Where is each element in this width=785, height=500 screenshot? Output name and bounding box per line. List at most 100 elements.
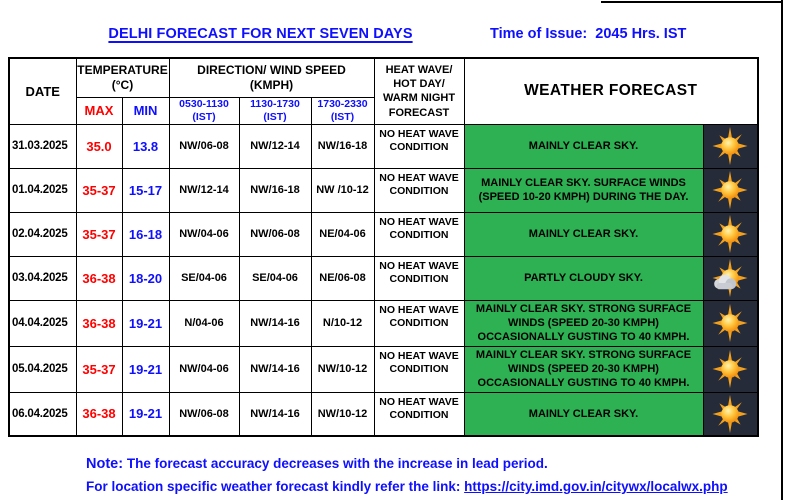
table-row: 02.04.2025 35-37 16-18 NW/04-06 NW/06-08… [8,211,759,257]
forecast-cell: MAINLY CLEAR SKY. STRONG SURFACE WINDS (… [463,299,704,347]
heatwave-cell: NO HEAT WAVE CONDITION [373,345,465,393]
date-cell: 04.04.2025 [8,299,77,347]
note-label: Note: [86,456,124,472]
col-header-wind: DIRECTION/ WIND SPEED (KMPH) [168,57,375,98]
table-row: 04.04.2025 36-38 19-21 N/04-06 NW/14-16 … [8,299,759,347]
sun-icon [710,126,751,167]
date-cell: 31.03.2025 [8,123,77,169]
forecast-cell: MAINLY CLEAR SKY. [463,391,704,437]
page-edge-right-line [781,0,783,500]
wind-cell-evening: N/10-12 [310,299,375,347]
weather-icon-cell [702,255,759,301]
date-cell: 05.04.2025 [8,345,77,393]
footer-note: Note: The forecast accuracy decreases wi… [86,453,728,498]
table-row: 05.04.2025 35-37 19-21 NW/04-06 NW/14-16… [8,345,759,393]
col-header-temperature: TEMPERATURE (°C) [75,57,170,98]
page-edge-top-line [601,1,783,3]
weather-icon-cell [702,299,759,347]
wind-cell-morning: NW/06-08 [168,391,240,437]
min-temp-cell: 19-21 [121,299,170,347]
wind-cell-morning: SE/04-06 [168,255,240,301]
col-header-heatwave: HEAT WAVE/ HOT DAY/ WARM NIGHT FORECAST [373,57,465,125]
header-row-sub: MAX MIN 0530-1130 (IST) 1130-1730 (IST) … [9,96,758,125]
localwx-link[interactable]: https://city.imd.gov.in/citywx/localwx.p… [464,479,728,495]
min-temp-cell: 18-20 [121,255,170,301]
wind-cell-evening: NW/16-18 [310,123,375,169]
max-temp-cell: 36-38 [75,391,123,437]
min-temp-cell: 16-18 [121,211,170,257]
header-row-groups: DATE TEMPERATURE (°C) DIRECTION/ WIND SP… [8,57,759,125]
min-temp-cell: 19-21 [121,345,170,393]
link-line: For location specific weather forecast k… [86,476,728,498]
sun-behind-cloud-icon [710,258,751,299]
wind-cell-evening: NE/04-06 [310,211,375,257]
wind-cell-afternoon: NW/14-16 [238,299,312,347]
max-temp-cell: 35-37 [75,167,123,213]
min-temp-cell: 15-17 [121,167,170,213]
wind-cell-evening: NW /10-12 [310,167,375,213]
wind-cell-evening: NW/10-12 [310,345,375,393]
heatwave-cell: NO HEAT WAVE CONDITION [373,167,465,213]
table-row: 06.04.2025 36-38 19-21 NW/06-08 NW/14-16… [8,391,759,437]
wind-cell-afternoon: NW/06-08 [238,211,312,257]
max-temp-cell: 35-37 [75,211,123,257]
heatwave-cell: NO HEAT WAVE CONDITION [373,123,465,169]
heatwave-cell: NO HEAT WAVE CONDITION [373,391,465,437]
col-header-slot-1730-2330: 1730-2330 (IST) [310,96,375,125]
heatwave-cell: NO HEAT WAVE CONDITION [373,255,465,301]
wind-cell-morning: NW/06-08 [168,123,240,169]
heatwave-cell: NO HEAT WAVE CONDITION [373,299,465,347]
min-temp-cell: 13.8 [121,123,170,169]
wind-cell-morning: NW/12-14 [168,167,240,213]
weather-icon-cell [702,391,759,437]
weather-icon-cell [702,345,759,393]
min-temp-cell: 19-21 [121,391,170,437]
slot-ist: (IST) [330,110,355,123]
page-title: DELHI FORECAST FOR NEXT SEVEN DAYS [108,26,413,42]
weather-icon-cell [702,211,759,257]
wind-cell-evening: NE/06-08 [310,255,375,301]
forecast-cell: MAINLY CLEAR SKY. SURFACE WINDS (SPEED 1… [463,167,704,213]
table-row: 03.04.2025 36-38 18-20 SE/04-06 SE/04-06… [8,255,759,301]
forecast-cell: MAINLY CLEAR SKY. STRONG SURFACE WINDS (… [463,345,704,393]
max-temp-cell: 35.0 [75,123,123,169]
sun-icon [710,170,751,211]
forecast-cell: MAINLY CLEAR SKY. [463,123,704,169]
slot-range: 1130-1730 [250,97,300,110]
date-cell: 06.04.2025 [8,391,77,437]
temperature-label: TEMPERATURE [77,62,168,77]
max-temp-cell: 35-37 [75,345,123,393]
date-cell: 01.04.2025 [8,167,77,213]
wind-cell-morning: N/04-06 [168,299,240,347]
col-header-slot-0530-1130: 0530-1130 (IST) [168,96,240,125]
note-line: Note: The forecast accuracy decreases wi… [86,453,728,476]
date-cell: 03.04.2025 [8,255,77,301]
table-row: 01.04.2025 35-37 15-17 NW/12-14 NW/16-18… [8,167,759,213]
temperature-unit: (°C) [111,77,134,92]
wind-unit: (KMPH) [249,77,294,92]
forecast-cell: MAINLY CLEAR SKY. [463,211,704,257]
col-header-weather-forecast: WEATHER FORECAST [463,57,759,125]
weather-icon-cell [702,167,759,213]
sun-icon [710,214,751,255]
time-of-issue: Time of Issue: 2045 Hrs. IST [490,26,687,42]
col-header-max: MAX [75,96,123,125]
col-header-slot-1130-1730: 1130-1730 (IST) [238,96,312,125]
date-cell: 02.04.2025 [8,211,77,257]
col-header-min: MIN [121,96,170,125]
wind-cell-afternoon: SE/04-06 [238,255,312,301]
sun-icon [710,303,751,344]
note-text: The forecast accuracy decreases with the… [126,456,548,471]
sun-icon [710,349,751,390]
weather-icon-cell [702,123,759,169]
title-bar: DELHI FORECAST FOR NEXT SEVEN DAYS Time … [0,26,770,42]
slot-ist: (IST) [192,110,216,123]
wind-cell-morning: NW/04-06 [168,211,240,257]
slot-range: 1730-2330 [317,97,368,110]
wind-cell-morning: NW/04-06 [168,345,240,393]
link-prefix: For location specific weather forecast k… [86,479,461,495]
wind-cell-afternoon: NW/12-14 [238,123,312,169]
table-row: 31.03.2025 35.0 13.8 NW/06-08 NW/12-14 N… [8,123,759,169]
col-header-date: DATE [8,57,77,125]
slot-ist: (IST) [263,110,287,123]
